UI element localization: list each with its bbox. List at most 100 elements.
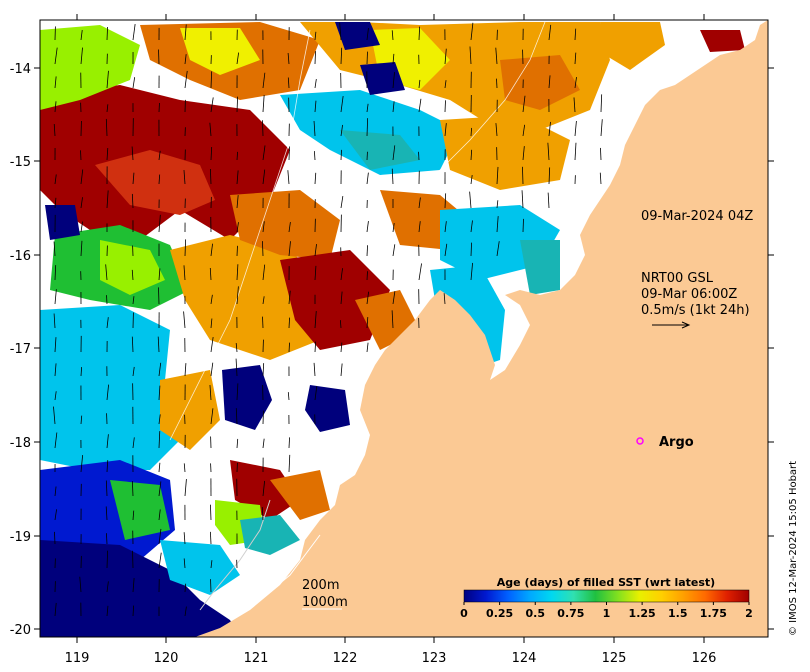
- current-vector: [600, 94, 603, 113]
- current-vector: [418, 221, 421, 233]
- current-vector: [287, 52, 290, 65]
- track-line: [169, 29, 311, 441]
- map-plot-area: [40, 20, 768, 637]
- current-vector: [548, 24, 552, 41]
- current-vector: [288, 342, 290, 353]
- lon-tick-label: 124: [512, 651, 537, 666]
- current-vector: [392, 222, 395, 233]
- current-vector: [262, 438, 265, 449]
- current-vector: [54, 265, 57, 281]
- current-vector: [132, 510, 135, 521]
- lat-tick-label: -19: [10, 530, 31, 545]
- current-vector: [158, 268, 161, 281]
- current-vector: [261, 507, 264, 521]
- current-vector: [236, 438, 239, 449]
- current-vector: [54, 289, 57, 305]
- current-vector: [80, 47, 83, 65]
- current-vector: [209, 168, 212, 185]
- current-vector: [418, 263, 422, 281]
- current-vector: [158, 287, 160, 305]
- current-vector: [183, 265, 186, 281]
- current-vector: [184, 606, 187, 617]
- current-vector: [210, 560, 213, 569]
- timestamp-label: 09-Mar-2024 04Z: [641, 209, 753, 224]
- current-vector: [106, 147, 109, 161]
- sst-patch-orange: [440, 115, 570, 190]
- current-vector: [496, 216, 499, 233]
- current-vector: [53, 123, 56, 137]
- sst-patch-teal: [240, 515, 300, 555]
- current-vector: [470, 242, 472, 257]
- current-vector: [80, 367, 83, 377]
- sst-patch-maroon: [280, 250, 390, 350]
- current-vector: [547, 142, 550, 161]
- current-vector: [547, 192, 550, 209]
- current-vector: [209, 384, 212, 401]
- current-vector: [340, 149, 342, 161]
- current-product-label: NRT00 GSL: [641, 271, 714, 286]
- current-vector: [79, 576, 82, 593]
- current-vector: [470, 220, 473, 233]
- current-vector: [574, 142, 577, 161]
- current-vector: [183, 558, 186, 569]
- current-vector: [314, 386, 318, 401]
- current-vector: [210, 408, 214, 425]
- plot-frame: [39, 19, 769, 638]
- current-vector: [391, 310, 394, 329]
- current-vector: [287, 392, 290, 401]
- current-vector: [444, 80, 447, 89]
- current-vector: [522, 146, 525, 161]
- current-vector: [391, 168, 394, 185]
- current-vector: [54, 174, 57, 185]
- isobath-200m: [229, 534, 321, 621]
- current-vector: [80, 221, 83, 233]
- current-vector: [131, 481, 134, 497]
- colorbar-tick-label: 0.75: [557, 607, 584, 620]
- current-vector: [469, 46, 472, 65]
- current-vector: [366, 118, 369, 137]
- current-vector: [158, 528, 162, 545]
- current-vector: [444, 243, 448, 257]
- sst-patch-maroon: [700, 30, 745, 52]
- current-vector: [548, 167, 551, 185]
- current-vector: [158, 552, 162, 569]
- current-vector: [210, 294, 213, 305]
- sst-patch-lime: [40, 25, 140, 110]
- current-vector: [80, 197, 83, 209]
- current-vector: [288, 454, 291, 473]
- sst-patch-teal: [340, 130, 420, 170]
- sst-patch-navy: [360, 62, 405, 95]
- sst-patch-cyan: [40, 305, 190, 470]
- sst-patch-teal: [520, 240, 560, 295]
- sst-patch-navy: [40, 540, 240, 637]
- current-vector: [54, 602, 57, 617]
- current-vector: [366, 172, 369, 185]
- current-vector: [106, 104, 109, 113]
- current-vector: [235, 343, 238, 353]
- lon-tick-label: 121: [244, 651, 269, 666]
- sst-patch-green: [110, 480, 170, 540]
- current-vector: [106, 384, 109, 401]
- current-vector: [106, 26, 108, 41]
- current-vector: [54, 363, 57, 377]
- current-vector: [313, 120, 316, 137]
- current-vector: [548, 75, 551, 89]
- current-vector: [496, 166, 499, 185]
- sst-patch-navy: [222, 365, 272, 430]
- current-vector: [444, 123, 447, 137]
- sst-patch-lime: [100, 240, 165, 295]
- current-vector: [340, 96, 344, 113]
- current-vector: [158, 385, 161, 401]
- colorbar-tick-label: 1.5: [668, 607, 688, 620]
- current-vector: [262, 72, 266, 89]
- current-vector: [470, 149, 473, 161]
- isobath-1000m: [199, 499, 271, 611]
- current-vector: [339, 22, 342, 41]
- current-vector: [340, 291, 343, 305]
- current-vector: [314, 172, 317, 185]
- sst-patch-yellow: [180, 28, 260, 75]
- current-vector: [522, 95, 526, 113]
- lon-tick-label: 123: [422, 651, 447, 666]
- current-vector: [210, 243, 213, 257]
- current-vector: [366, 220, 369, 233]
